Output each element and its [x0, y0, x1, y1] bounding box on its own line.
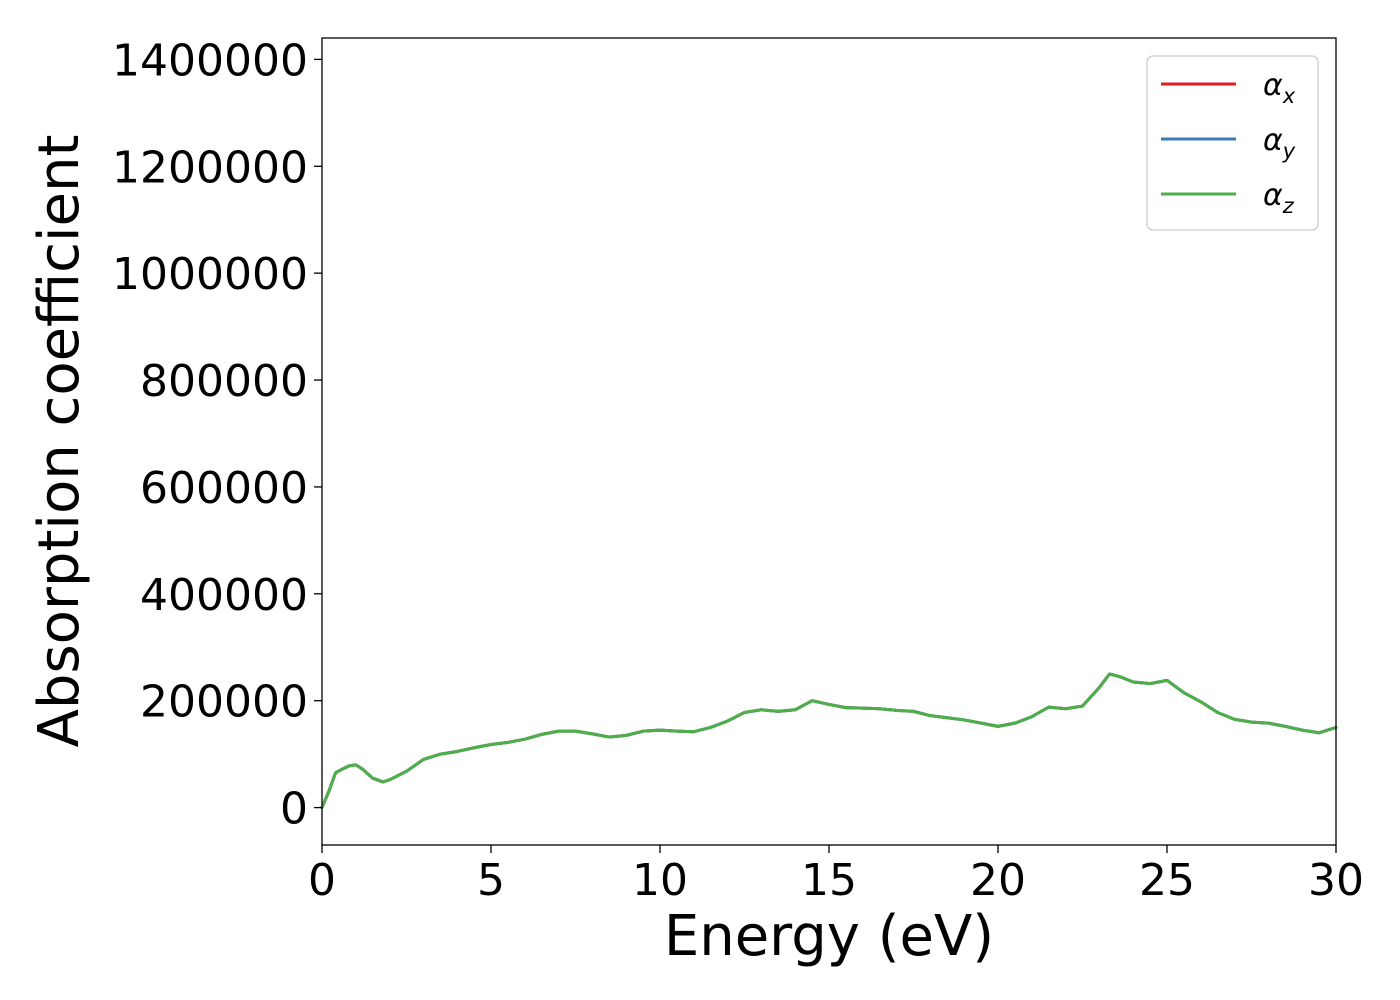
x-tick-label: 10 [632, 855, 688, 906]
x-tick-label: 20 [970, 855, 1026, 906]
y-tick-label: 400000 [140, 570, 308, 621]
legend-label-z: αz [1263, 178, 1295, 218]
series-layer [320, 672, 1338, 810]
y-tick-label: 0 [280, 784, 308, 835]
legend-label-x: αx [1263, 68, 1296, 108]
x-tick-label: 25 [1139, 855, 1195, 906]
y-tick-label: 1200000 [112, 142, 308, 193]
x-axis-title: Energy (eV) [664, 904, 994, 969]
y-axis-ticks: 0 200000 400000 600000 800000 1000000 1200000 1… [112, 35, 322, 835]
legend-label-y: αy [1263, 123, 1296, 163]
y-tick-label: 800000 [140, 356, 308, 407]
y-tick-label: 1400000 [112, 35, 308, 86]
x-tick-label: 30 [1308, 855, 1364, 906]
legend: αx αy αz [1146, 55, 1319, 231]
x-tick-label: 0 [308, 855, 336, 906]
x-tick-label: 15 [801, 855, 857, 906]
y-axis-title: Absorption coefficient [27, 135, 92, 748]
y-tick-label: 600000 [140, 463, 308, 514]
x-axis-ticks: 0 5 10 15 20 25 30 [308, 845, 1364, 906]
legend-box [1146, 55, 1319, 231]
y-tick-label: 1000000 [112, 249, 308, 300]
series-line-z [320, 672, 1338, 810]
x-tick-label: 5 [477, 855, 505, 906]
y-tick-label: 200000 [140, 677, 308, 728]
